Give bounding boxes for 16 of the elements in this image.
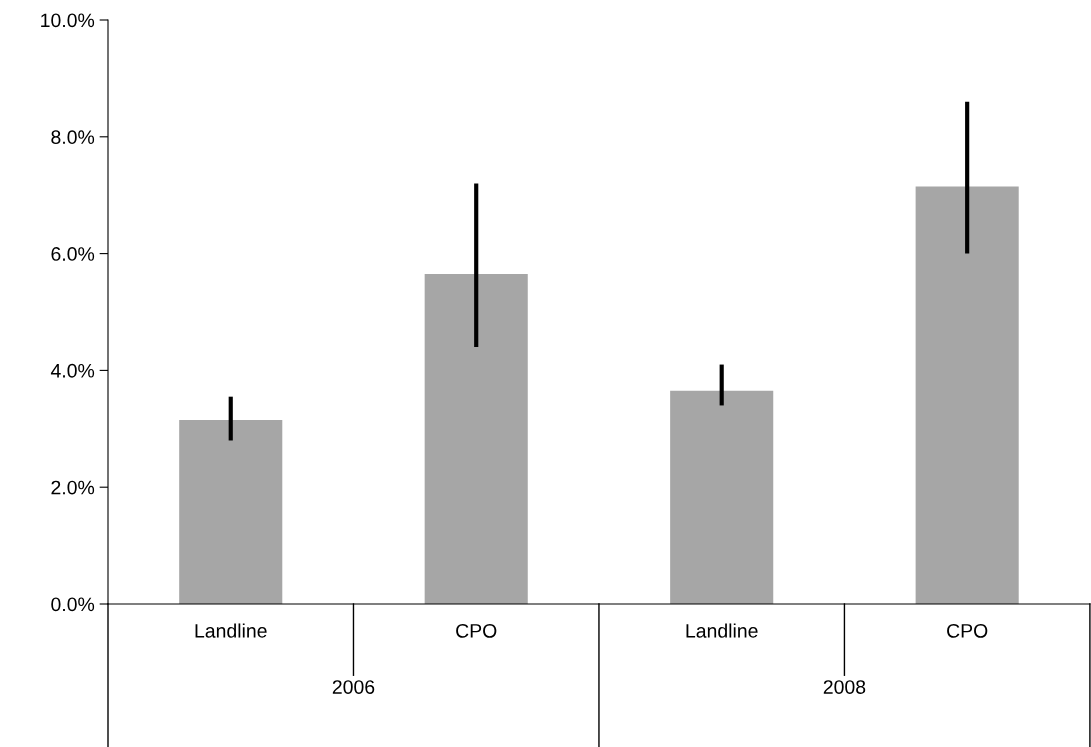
x-tick-label: CPO bbox=[947, 623, 988, 638]
bar bbox=[424, 274, 528, 604]
y-tick-label: 10.0% bbox=[41, 13, 95, 28]
bar bbox=[670, 390, 774, 604]
y-tick-label: 8.0% bbox=[51, 130, 95, 145]
x-tick-label: Landline bbox=[195, 623, 267, 638]
bar bbox=[179, 420, 283, 604]
text: 2008 bbox=[823, 680, 866, 694]
y-tick-label: 0.0% bbox=[51, 597, 95, 612]
text: 2006 bbox=[332, 680, 375, 694]
x-tick-label: CPO bbox=[456, 623, 497, 638]
x-tick-label: Landline bbox=[686, 623, 758, 638]
bar bbox=[915, 186, 1019, 604]
y-tick-label: 6.0% bbox=[51, 247, 95, 261]
y-tick-label: 2.0% bbox=[51, 480, 95, 495]
y-tick-label: 4.0% bbox=[50, 363, 95, 378]
